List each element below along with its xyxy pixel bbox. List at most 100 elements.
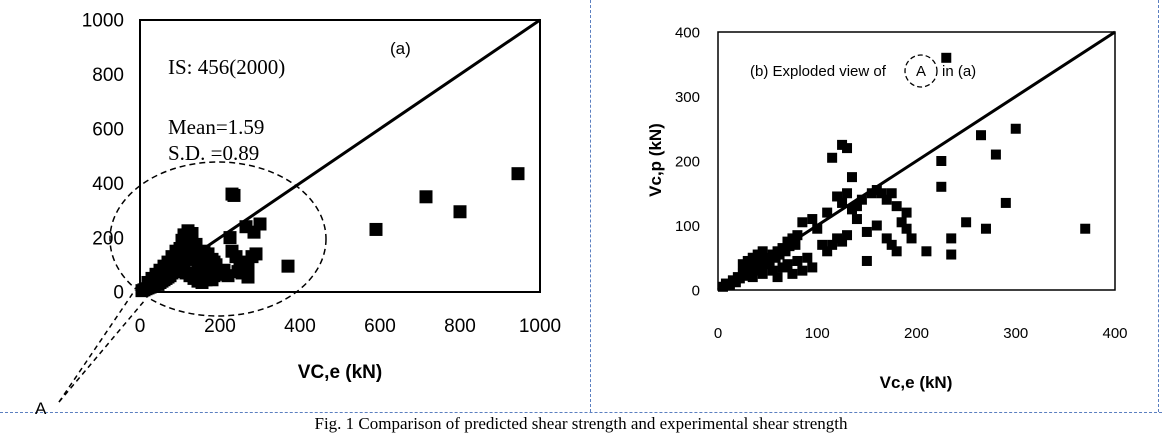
- y-tick-label: 400: [92, 174, 124, 195]
- data-point: [757, 268, 768, 279]
- data-point: [946, 233, 957, 244]
- data-point: [842, 188, 853, 199]
- data-point: [976, 130, 987, 141]
- data-point: [827, 239, 838, 250]
- y-axis-label-b: Vc,p (kN): [646, 123, 665, 197]
- data-point: [861, 226, 872, 237]
- caption-divider: [0, 412, 1162, 413]
- stat-mean-a: Mean=1.59: [168, 115, 264, 139]
- y-tick-label: 1000: [82, 11, 124, 32]
- data-point: [227, 188, 241, 202]
- y-tick-label: 300: [675, 89, 700, 106]
- data-point: [936, 181, 947, 192]
- data-point: [774, 249, 785, 260]
- data-point: [980, 223, 991, 234]
- panel-divider: [590, 0, 591, 412]
- y-tick-label: 800: [92, 65, 124, 86]
- data-point: [876, 188, 887, 199]
- x-tick-label: 800: [444, 316, 476, 337]
- x-tick-label: 300: [1003, 325, 1028, 342]
- data-point: [936, 156, 947, 166]
- figure-caption: Fig. 1 Comparison of predicted shear str…: [314, 414, 848, 433]
- data-point: [822, 246, 833, 257]
- data-point: [846, 172, 857, 183]
- data-point: [772, 272, 783, 283]
- data-point: [782, 259, 793, 270]
- data-point: [223, 231, 237, 245]
- x-tick-label: 0: [714, 325, 722, 342]
- chart-title-a: IS: 456(2000): [168, 55, 285, 79]
- data-point: [792, 230, 803, 241]
- region-highlight-ellipse: [109, 161, 327, 317]
- data-point: [747, 272, 758, 283]
- x-axis-label-b: Vc,e (kN): [880, 373, 953, 392]
- data-point: [990, 149, 1001, 160]
- y-tick-label: 100: [675, 218, 700, 235]
- data-point: [812, 223, 823, 234]
- data-point: [249, 247, 263, 261]
- data-point: [281, 259, 295, 273]
- y-tick-label: 0: [692, 282, 700, 299]
- data-point: [901, 223, 912, 234]
- x-tick-labels-b: 0 100 200 300 400: [714, 325, 1128, 342]
- data-point: [851, 214, 862, 225]
- data-point: [817, 239, 828, 250]
- x-tick-label: 1000: [519, 316, 561, 337]
- data-point: [802, 252, 813, 263]
- plot-area-a: [139, 19, 541, 293]
- x-tick-label: 400: [1102, 325, 1127, 342]
- y-tick-labels-b: 0 100 200 300 400: [675, 24, 700, 299]
- data-point: [1000, 197, 1011, 208]
- panel-label-b: (b) Exploded view of: [750, 63, 887, 80]
- data-point: [896, 217, 907, 228]
- region-label-a: A: [35, 399, 47, 418]
- data-point: [369, 222, 383, 236]
- data-point: [419, 190, 433, 204]
- x-tick-label: 0: [135, 316, 146, 337]
- data-point: [861, 255, 872, 266]
- data-point: [141, 275, 155, 289]
- x-tick-label: 600: [364, 316, 396, 337]
- data-point: [832, 191, 843, 202]
- data-point: [787, 268, 798, 279]
- y-tick-label: 400: [675, 24, 700, 41]
- region-pointer-line-2: [58, 299, 146, 403]
- data-point: [901, 207, 912, 218]
- panel-label-a: (a): [390, 39, 411, 58]
- data-point: [822, 207, 833, 218]
- data-point: [871, 220, 882, 231]
- x-tick-labels-a: 0 200 400 600 800 1000: [135, 316, 561, 337]
- y-tick-label: 600: [92, 119, 124, 140]
- y-tick-labels-a: 0 200 400 600 800 1000: [82, 11, 124, 304]
- y-tick-label: 200: [675, 153, 700, 170]
- data-point: [941, 52, 952, 63]
- data-point: [797, 265, 808, 276]
- data-point: [827, 152, 838, 163]
- data-point: [807, 214, 818, 225]
- y-tick-label: 200: [92, 228, 124, 249]
- data-point: [946, 249, 957, 260]
- data-point: [757, 246, 768, 257]
- x-tick-label: 200: [904, 325, 929, 342]
- data-point: [837, 236, 848, 247]
- region-marker-circle-b: [904, 54, 938, 88]
- region-marker-label-b: A: [916, 63, 926, 80]
- data-point: [851, 201, 862, 212]
- chart-panel-a: 0 200 400 600 800 1000 0 200 400 600 800 1000 A IS…: [35, 11, 561, 418]
- data-point: [842, 143, 853, 154]
- data-point: [807, 262, 818, 273]
- data-point: [906, 233, 917, 244]
- data-point: [784, 241, 795, 252]
- x-tick-label: 200: [204, 316, 236, 337]
- data-point: [1010, 123, 1021, 134]
- data-point: [792, 255, 803, 266]
- data-point: [221, 269, 235, 283]
- data-point: [1080, 223, 1091, 234]
- y-tick-label: 0: [113, 283, 124, 304]
- data-point: [886, 239, 897, 250]
- stat-sd-a: S.D. =0.89: [168, 141, 259, 165]
- data-point: [891, 246, 902, 257]
- data-points-a: [135, 167, 525, 298]
- data-point: [837, 197, 848, 208]
- data-point: [511, 167, 525, 181]
